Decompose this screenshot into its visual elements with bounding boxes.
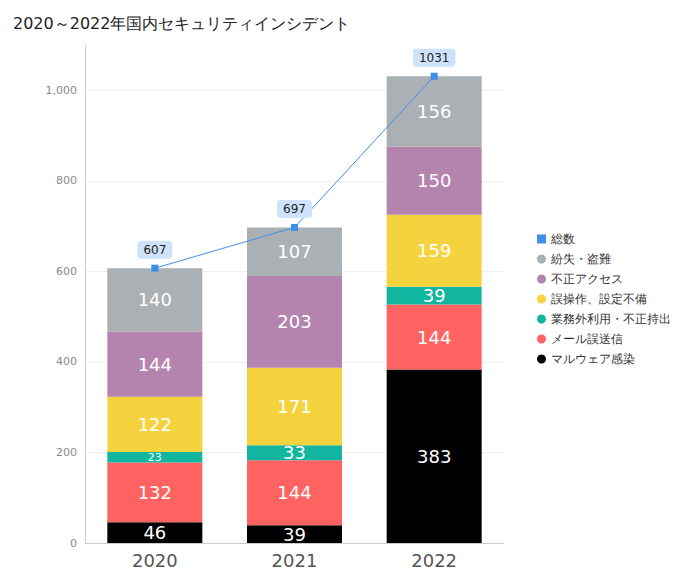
svg-text:132: 132 — [138, 482, 172, 503]
svg-text:607: 607 — [143, 243, 166, 257]
svg-text:39: 39 — [283, 524, 306, 545]
svg-text:39: 39 — [423, 285, 446, 306]
svg-text:23: 23 — [148, 451, 162, 464]
svg-text:200: 200 — [56, 446, 77, 459]
svg-text:122: 122 — [138, 414, 172, 435]
svg-text:144: 144 — [417, 327, 451, 348]
svg-text:46: 46 — [143, 522, 166, 543]
svg-text:業務外利用・不正持出: 業務外利用・不正持出 — [551, 312, 671, 326]
svg-text:メール誤送信: メール誤送信 — [551, 332, 623, 346]
svg-text:0: 0 — [70, 537, 77, 550]
svg-text:800: 800 — [56, 174, 77, 187]
svg-text:159: 159 — [417, 240, 451, 261]
svg-text:150: 150 — [417, 170, 451, 191]
svg-text:2021: 2021 — [272, 550, 318, 571]
svg-text:107: 107 — [277, 241, 311, 262]
svg-text:誤操作、設定不備: 誤操作、設定不備 — [551, 292, 647, 306]
svg-text:1031: 1031 — [419, 51, 450, 65]
svg-text:マルウェア感染: マルウェア感染 — [551, 352, 635, 366]
svg-text:156: 156 — [417, 101, 451, 122]
svg-text:697: 697 — [283, 202, 306, 216]
svg-text:2022: 2022 — [411, 550, 457, 571]
svg-text:33: 33 — [283, 442, 306, 463]
svg-text:600: 600 — [56, 265, 77, 278]
svg-text:紛失・盗難: 紛失・盗難 — [550, 252, 611, 266]
svg-text:2020: 2020 — [132, 550, 178, 571]
svg-text:総数: 総数 — [550, 232, 575, 246]
svg-text:171: 171 — [277, 396, 311, 417]
svg-text:不正アクセス: 不正アクセス — [551, 272, 623, 286]
svg-text:2020～2022年国内セキュリティインシデント: 2020～2022年国内セキュリティインシデント — [13, 14, 350, 33]
svg-text:144: 144 — [138, 354, 172, 375]
svg-text:140: 140 — [138, 289, 172, 310]
svg-text:383: 383 — [417, 446, 451, 467]
svg-text:1,000: 1,000 — [46, 84, 78, 97]
svg-text:144: 144 — [277, 482, 311, 503]
svg-text:400: 400 — [56, 355, 77, 368]
svg-text:203: 203 — [277, 311, 311, 332]
